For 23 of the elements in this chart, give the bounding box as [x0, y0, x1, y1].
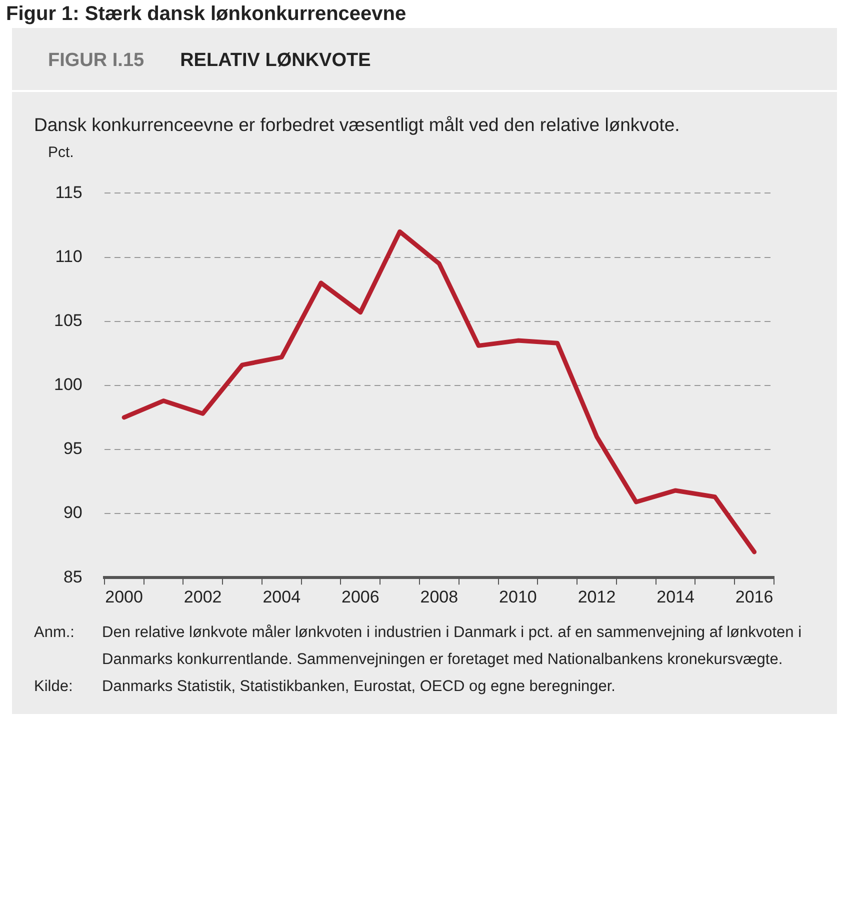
chart-subtitle: Dansk konkurrenceevne er forbedret væsentligt målt ved den relative lønkvote. — [33, 113, 681, 137]
text: Figur 1: Stærk dansk lønkonkurrenceevne — [5, 2, 408, 26]
x-tick-label: 2008 — [420, 587, 458, 606]
y-tick-label: 115 — [55, 182, 82, 202]
y-tick-label: 100 — [54, 375, 82, 394]
y-tick-label: 85 — [63, 567, 82, 586]
y-tick-label: 90 — [63, 503, 82, 522]
text: FIGUR I.15 — [48, 50, 144, 72]
text: Anm.: Den relative lønkvote måler lønkvoten i industrien i Danmark i pct. af en sammenvejning af lønkvoten i Danmarks konkurrentlande. Sammenvejningen er foretaget med Nationalbankens kronekursvægte. — [34, 624, 802, 668]
x-tick-label: 2002 — [184, 587, 222, 606]
text: Kilde: Danmarks Statistik, Statistikbanken, Eurostat, OECD og egne beregninger. — [34, 678, 616, 695]
y-tick-label: 105 — [54, 311, 82, 330]
x-tick-label: 2012 — [578, 587, 616, 606]
x-tick-label: 2000 — [105, 587, 143, 606]
x-tick-label: 2006 — [341, 587, 380, 606]
x-tick-label: 2014 — [656, 587, 694, 606]
x-tick-label: 2016 — [735, 587, 774, 606]
x-tick-label: 2004 — [262, 587, 301, 606]
y-tick-label: 110 — [55, 246, 82, 266]
chart-title: RELATIV LØNKVOTE — [180, 50, 371, 72]
y-tick-label: 95 — [63, 439, 82, 458]
x-tick-label: 2010 — [499, 587, 537, 606]
y-axis-title: Pct. — [47, 143, 75, 161]
